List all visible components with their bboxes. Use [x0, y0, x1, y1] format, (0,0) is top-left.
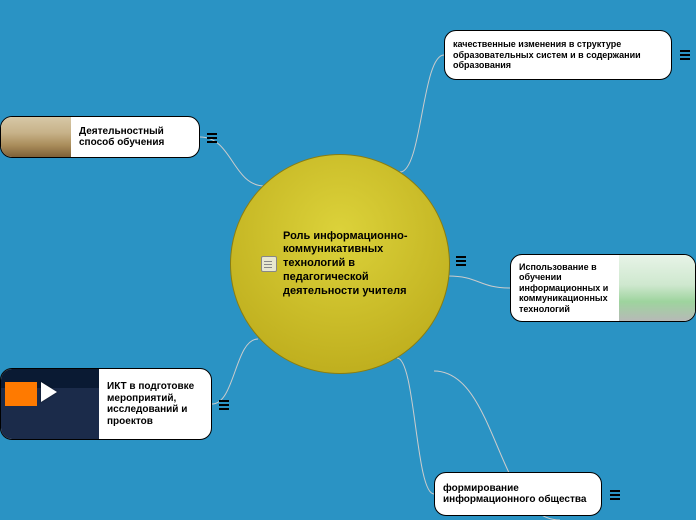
central-title: Роль информационно-коммуникативных техно… — [283, 230, 429, 299]
branch-node[interactable]: формирование информационного общества — [434, 472, 602, 516]
classroom-thumb — [1, 116, 71, 158]
notes-icon[interactable] — [610, 490, 620, 500]
branch-label: Использование в обучении информационных … — [511, 256, 619, 320]
notes-icon[interactable] — [219, 400, 229, 410]
notes-icon[interactable] — [680, 50, 690, 60]
video-thumb — [1, 368, 99, 440]
branch-label: Деятельностный способ обучения — [71, 120, 199, 155]
notes-icon[interactable] — [207, 133, 217, 143]
lab-thumb — [619, 254, 695, 322]
branch-node[interactable]: Деятельностный способ обучения — [0, 116, 200, 158]
branch-label: качественные изменения в структуре образ… — [445, 33, 671, 76]
notes-icon[interactable] — [456, 256, 466, 266]
central-node[interactable]: Роль информационно-коммуникативных техно… — [230, 154, 450, 374]
branch-node[interactable]: ИКТ в подготовке мероприятий, исследован… — [0, 368, 212, 440]
branch-node[interactable]: качественные изменения в структуре образ… — [444, 30, 672, 80]
doc-icon — [261, 256, 277, 272]
branch-label: ИКТ в подготовке мероприятий, исследован… — [99, 375, 211, 433]
mindmap-canvas: Роль информационно-коммуникативных техно… — [0, 0, 696, 520]
branch-label: формирование информационного общества — [435, 477, 601, 512]
play-icon — [41, 382, 57, 402]
branch-node[interactable]: Использование в обучении информационных … — [510, 254, 696, 322]
